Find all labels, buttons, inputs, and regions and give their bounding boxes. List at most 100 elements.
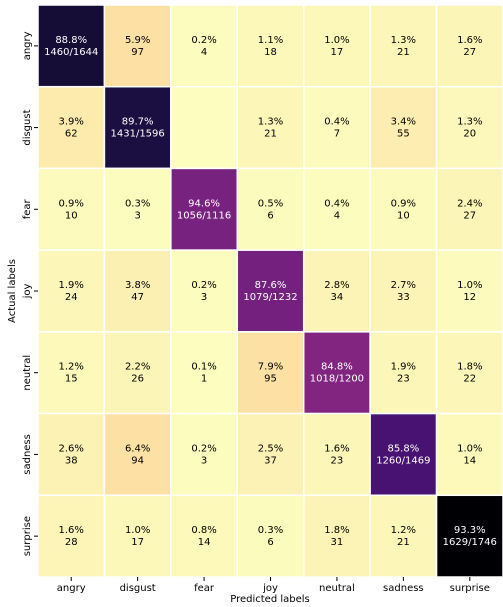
heatmap-cell [435,4,503,88]
cell-percent-label: 3.8% [125,280,150,291]
x-tick-label: fear [194,583,215,594]
x-axis-label: Predicted labels [230,594,310,605]
cell-count-label: 34 [331,292,344,303]
cell-count-label: 1431/1596 [111,129,165,140]
cell-count-label: 37 [264,455,277,466]
heatmap-cell [236,85,305,170]
y-tick-label: surprise [22,516,33,556]
cell-count-label: 4 [334,210,340,221]
heatmap-cell [236,167,305,251]
heatmap-cell [369,4,438,88]
cell-percent-label: 1.2% [59,362,84,373]
cell-percent-label: 6.4% [125,443,150,454]
heatmap-cell [302,85,371,170]
cell-count-label: 10 [397,210,410,221]
cell-count-label: 4 [201,47,207,58]
cell-percent-label: 85.8% [387,443,419,454]
cell-count-label: 47 [131,292,144,303]
cell-percent-label: 2.4% [457,198,482,209]
cell-percent-label: 5.9% [125,35,150,46]
heatmap-cell [369,85,438,170]
cell-percent-label: 0.9% [59,198,84,209]
heatmap-cell [37,4,106,88]
cell-count-label: 1260/1469 [376,455,430,466]
heatmap-cell [170,167,239,251]
x-tick-label: sadness [383,583,424,594]
cell-percent-label: 89.7% [122,117,154,128]
x-tick-label: surprise [450,583,490,594]
cell-count-label: 21 [397,537,410,548]
cell-count-label: 3 [134,210,140,221]
heatmap-cell [170,4,239,88]
cell-percent-label: 0.2% [191,443,216,454]
cell-count-label: 1 [201,374,207,385]
cell-percent-label: 2.5% [258,443,283,454]
heatmap-cell [236,249,305,333]
cell-count-label: 10 [65,210,78,221]
cell-percent-label: 7.9% [258,362,283,373]
cell-percent-label: 1.6% [324,443,349,454]
cell-count-label: 1079/1232 [243,292,297,303]
cell-count-label: 14 [463,455,476,466]
cell-percent-label: 1.3% [457,117,482,128]
cell-count-label: 95 [264,374,277,385]
cell-percent-label: 1.0% [324,35,349,46]
cell-count-label: 18 [264,47,277,58]
cell-percent-label: 1.6% [59,525,84,536]
cell-percent-label: 0.9% [391,198,416,209]
heatmap-cell [103,494,172,578]
cell-percent-label: 2.6% [59,443,84,454]
heatmap-cell [302,249,371,333]
heatmap-cell [170,249,239,333]
heatmap-cell [170,412,239,497]
cell-count-label: 21 [397,47,410,58]
cell-percent-label: 2.7% [391,280,416,291]
cell-count-label: 62 [65,129,78,140]
heatmap-cell [37,249,106,333]
y-tick-label: sadness [22,434,33,475]
x-tick-label: angry [57,583,86,594]
heatmap-cell [435,249,503,333]
cell-count-label: 21 [264,129,277,140]
heatmap-cell [435,167,503,251]
heatmap-cell [435,412,503,497]
cell-percent-label: 87.6% [255,280,287,291]
heatmap-cell [435,331,503,415]
cell-percent-label: 3.9% [59,117,84,128]
y-tick-label: joy [22,284,33,300]
cell-percent-label: 1.6% [457,35,482,46]
cell-count-label: 14 [198,537,211,548]
cell-count-label: 22 [463,374,476,385]
cell-percent-label: 1.8% [324,525,349,536]
heatmap-cell [369,249,438,333]
cell-count-label: 38 [65,455,78,466]
cell-count-label: 20 [463,129,476,140]
heatmap-cell [435,85,503,170]
heatmap-cell [302,494,371,578]
cell-percent-label: 1.0% [457,443,482,454]
heatmap-cell [302,412,371,497]
cell-count-label: 6 [267,210,273,221]
cell-percent-label: 88.8% [55,35,87,46]
cell-percent-label: 0.4% [324,117,349,128]
cell-percent-label: 2.8% [324,280,349,291]
heatmap-cell [103,4,172,88]
cell-percent-label: 0.8% [191,525,216,536]
cell-percent-label: 1.1% [258,35,283,46]
x-tick-label: neutral [319,583,355,594]
cell-count-label: 1056/1116 [177,210,231,221]
cell-count-label: 23 [331,455,344,466]
cell-count-label: 3 [201,455,207,466]
cell-percent-label: 3.4% [391,117,416,128]
y-axis-label: Actual labels [7,259,18,323]
cell-count-label: 7 [334,129,340,140]
cell-percent-label: 2.2% [125,362,150,373]
cell-percent-label: 0.4% [324,198,349,209]
cell-percent-label: 1.0% [125,525,150,536]
x-tick-label: disgust [120,583,156,594]
cell-count-label: 1460/1644 [44,47,98,58]
heatmap-cell [236,412,305,497]
cell-percent-label: 0.2% [191,280,216,291]
cell-percent-label: 93.3% [454,525,486,536]
